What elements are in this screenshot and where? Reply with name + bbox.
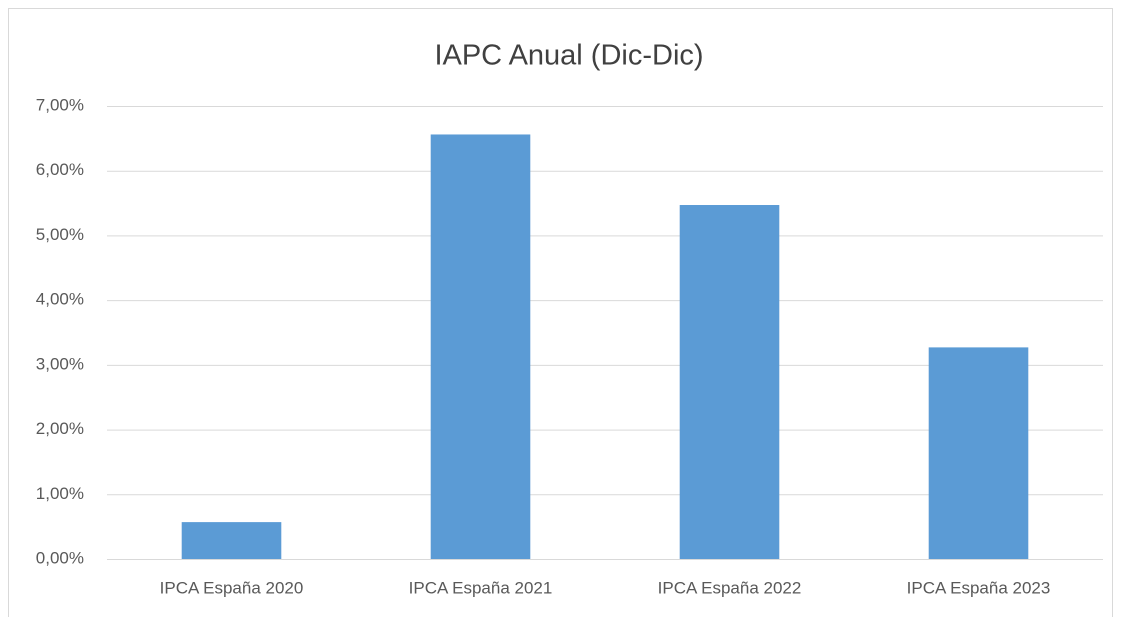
y-tick-label: 0,00% (36, 548, 84, 567)
bar (679, 205, 780, 559)
x-tick-label: IPCA España 2020 (160, 578, 304, 597)
y-tick-label: 4,00% (36, 290, 84, 309)
y-tick-label: 5,00% (36, 225, 84, 244)
y-tick-label: 3,00% (36, 354, 84, 373)
chart-frame (8, 8, 1113, 617)
x-tick-label: IPCA España 2021 (409, 578, 553, 597)
x-tick-label: IPCA España 2022 (658, 578, 802, 597)
y-tick-label: 1,00% (36, 484, 84, 503)
chart-title: IAPC Anual (Dic-Dic) (434, 40, 703, 72)
bar (928, 347, 1029, 559)
bar (181, 522, 282, 559)
y-tick-label: 6,00% (36, 160, 84, 179)
y-tick-label: 7,00% (36, 95, 84, 114)
bar (430, 134, 531, 559)
x-tick-label: IPCA España 2023 (907, 578, 1051, 597)
y-tick-label: 2,00% (36, 419, 84, 438)
